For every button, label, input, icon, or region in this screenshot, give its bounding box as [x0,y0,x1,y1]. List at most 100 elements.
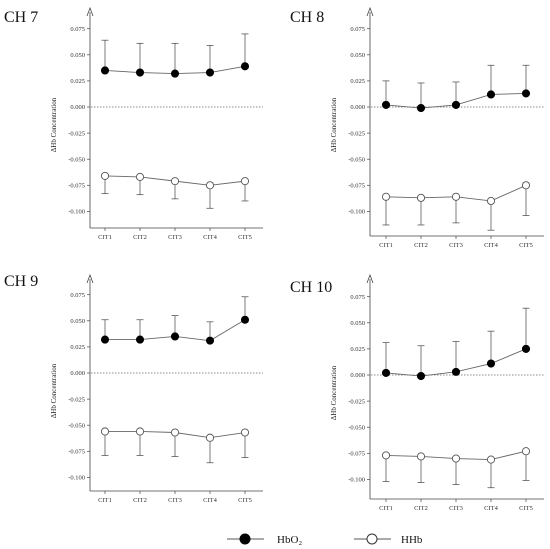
y-tick-label: 0.075 [70,26,85,33]
data-point [486,455,496,464]
y-tick-label: -0.050 [68,422,85,429]
y-tick-label: 0.050 [70,52,85,59]
data-point [416,193,426,202]
y-tick-label: -0.025 [348,130,365,137]
y-tick-label: -0.100 [68,209,85,216]
y-tick-label: -0.050 [68,156,85,163]
y-axis-label: ΔHb Concentration [50,363,58,418]
legend-item-hhb: HHb [354,533,423,546]
legend-label-hbo2: HbO₂ [277,534,302,546]
data-point [521,447,531,456]
data-point [451,454,461,463]
y-tick-label: -0.025 [68,130,85,137]
x-tick-label: CIT1 [98,234,112,241]
data-point [381,192,391,201]
y-tick-label: 0.050 [70,318,85,325]
y-axis-arrow [366,6,374,17]
legend-marker-hbo2 [239,533,251,545]
data-point [100,171,110,180]
x-tick-label: CIT2 [414,505,428,512]
y-axis-label: ΔHb Concentration [330,365,338,420]
chart-panel-4: CH 10 0.075 0.050 0.025 0.000 -0.025 -0.050 -0.… [290,273,544,512]
y-tick-label: 0.050 [350,52,365,59]
panel-title: CH 10 [290,279,332,296]
data-point [486,359,496,368]
x-tick-label: CIT2 [133,234,147,241]
y-tick-label: -0.050 [348,424,365,431]
data-point [451,367,461,376]
legend-marker-hhb [366,533,378,545]
data-point [381,368,391,377]
data-point [240,62,250,71]
y-tick-label: -0.075 [348,451,365,458]
data-point [100,335,110,344]
data-point [135,427,145,436]
data-point [135,68,145,77]
y-axis-arrow [366,273,374,284]
x-tick-label: CIT3 [449,505,463,512]
data-point [170,332,180,341]
data-point [170,428,180,437]
data-point [205,68,215,77]
series-hbo2 [100,296,250,345]
y-axis-arrow [86,6,94,17]
x-tick-label: CIT4 [203,497,217,504]
data-point [521,181,531,190]
y-tick-label: -0.100 [348,209,365,216]
data-point [521,89,531,98]
x-tick-label: CIT5 [519,505,533,512]
y-tick-label: 0.075 [70,292,85,299]
data-point [170,69,180,78]
y-tick-label: -0.075 [348,183,365,190]
series-hhb [100,427,250,464]
y-axis-arrow [86,273,94,284]
y-tick-label: 0.075 [350,26,365,33]
chart-panel-3: CH 9 0.075 0.050 0.025 0.000 -0.025 -0.050 -0.0… [4,273,263,504]
data-point [416,452,426,461]
data-point [135,335,145,344]
x-tick-label: CIT1 [379,505,393,512]
data-point [416,371,426,381]
y-tick-label: -0.100 [68,475,85,482]
y-tick-label: 0.000 [350,372,365,379]
data-point [205,433,215,442]
data-point [205,336,215,345]
series-hbo2 [381,64,531,113]
data-point [451,100,461,109]
x-tick-label: CIT4 [203,234,217,241]
y-tick-label: 0.050 [350,320,365,327]
y-tick-label: -0.075 [68,449,85,456]
series-hbo2 [100,33,250,78]
x-tick-label: CIT3 [449,242,463,249]
series-hhb [100,171,250,209]
x-tick-label: CIT4 [484,242,498,249]
y-tick-label: 0.025 [350,346,365,353]
chart-panel-1: CH 7 0.075 0.050 0.025 0.000 -0.025 -0.050 -0.0… [4,6,263,241]
data-point [486,196,496,206]
data-point [135,172,145,181]
legend-item-hbo2: HbO₂ [227,533,302,546]
y-tick-label: 0.025 [70,78,85,85]
data-point [170,177,180,186]
panel-title: CH 9 [4,273,38,290]
x-tick-label: CIT3 [168,497,182,504]
x-tick-label: CIT4 [484,505,498,512]
y-tick-label: -0.075 [68,183,85,190]
chart-panels: CH 7 0.075 0.050 0.025 0.000 -0.025 -0.050 -0.0… [4,6,544,512]
x-tick-label: CIT2 [414,242,428,249]
data-point [240,315,250,324]
x-tick-label: CIT1 [98,497,112,504]
data-point [416,103,426,113]
x-tick-label: CIT2 [133,497,147,504]
series-hhb [381,181,531,231]
data-point [100,66,110,75]
legend-label-hhb: HHb [401,534,423,546]
y-axis-label: ΔHb Concentration [50,97,58,152]
y-axis-label: ΔHb Concentration [330,97,338,152]
x-tick-label: CIT3 [168,234,182,241]
y-tick-label: 0.000 [350,104,365,111]
y-tick-label: 0.075 [350,294,365,301]
x-tick-label: CIT5 [519,242,533,249]
data-point [486,90,496,99]
